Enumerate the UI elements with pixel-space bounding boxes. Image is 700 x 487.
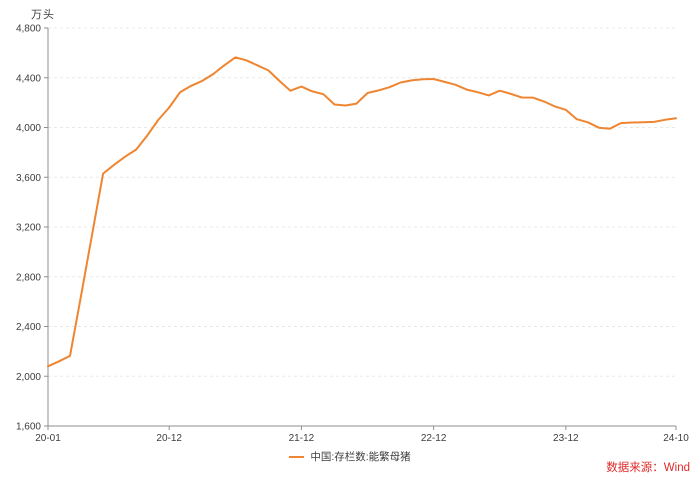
- y-tick-label: 2,800: [16, 272, 41, 283]
- legend-line-swatch: [289, 455, 305, 458]
- y-tick-label: 3,200: [16, 223, 41, 234]
- y-axis-unit-label: 万头: [31, 9, 55, 21]
- y-tick-label: 4,400: [16, 73, 41, 84]
- y-tick-label: 3,600: [16, 173, 41, 184]
- y-tick-label: 4,800: [16, 24, 41, 35]
- y-tick-label: 2,000: [16, 372, 41, 383]
- x-tick-label: 23-12: [553, 433, 579, 444]
- y-tick-label: 2,400: [16, 322, 41, 333]
- x-tick-label: 20-12: [156, 433, 182, 444]
- data-source-note: 数据来源：Wind: [606, 462, 690, 474]
- x-tick-label: 21-12: [289, 433, 315, 444]
- series-line-breeding-sows: [47, 56, 677, 368]
- legend: 中国:存栏数:能繁母猪: [0, 449, 700, 464]
- legend-label: 中国:存栏数:能繁母猪: [310, 451, 411, 463]
- x-tick-label: 24-10: [663, 433, 689, 444]
- y-tick-label: 1,600: [16, 422, 41, 433]
- x-tick-label: 20-01: [35, 433, 61, 444]
- x-tick-label: 22-12: [421, 433, 447, 444]
- y-tick-label: 4,000: [16, 123, 41, 134]
